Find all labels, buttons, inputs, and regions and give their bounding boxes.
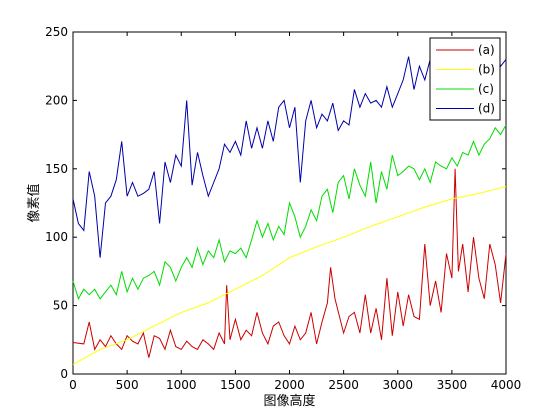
x-tick-label-1: 500 — [116, 378, 139, 392]
y-tick-label-3: 150 — [45, 162, 68, 176]
x-tick-label-2: 1000 — [166, 378, 197, 392]
y-tick-label-4: 200 — [45, 93, 68, 107]
y-tick-label-1: 50 — [53, 299, 68, 313]
y-axis-label: 像素值 — [26, 183, 42, 222]
x-tick-label-6: 3000 — [382, 378, 413, 392]
x-tick-label-0: 0 — [69, 378, 77, 392]
legend-label-1: (b) — [478, 63, 495, 77]
series-line-2 — [72, 124, 507, 301]
x-tick-label-5: 2500 — [328, 378, 359, 392]
ticks-group: 0 500 1000 1500 2000 2500 3000 3500 4000 0 50 100 15… — [45, 25, 521, 392]
legend-label-3: (d) — [478, 102, 495, 116]
y-tick-label-5: 250 — [45, 25, 68, 39]
series-line-0 — [72, 168, 507, 358]
x-tick-label-3: 1500 — [220, 378, 251, 392]
legend-box — [429, 37, 501, 121]
series-group — [72, 45, 507, 365]
legend-label-2: (c) — [478, 82, 494, 96]
y-tick-label-2: 100 — [45, 230, 68, 244]
x-tick-label-8: 4000 — [491, 378, 522, 392]
x-tick-label-7: 3500 — [437, 378, 468, 392]
x-tick-label-4: 2000 — [274, 378, 305, 392]
y-tick-label-0: 0 — [60, 367, 68, 381]
x-axis-label: 图像高度 — [263, 393, 315, 409]
legend-label-0: (a) — [478, 43, 495, 57]
legend: (a) (b) (c) (d) — [429, 37, 501, 121]
series-line-1 — [72, 186, 507, 365]
